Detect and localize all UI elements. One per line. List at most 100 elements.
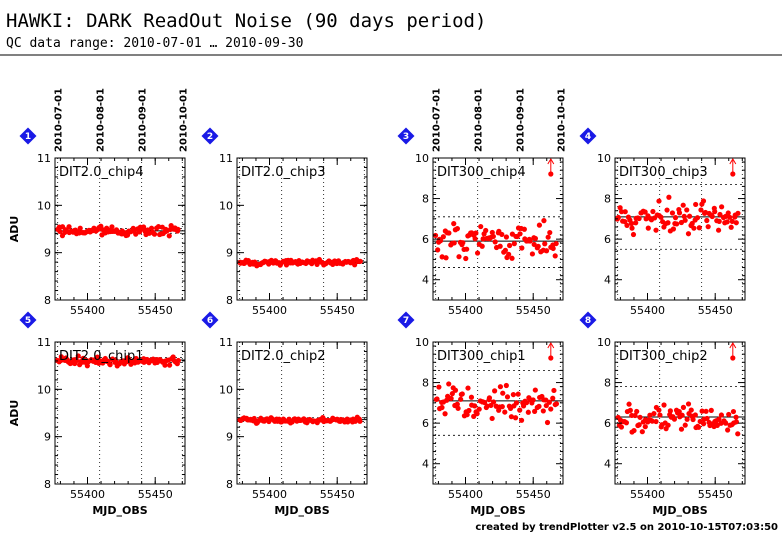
y-tick-label: 10: [415, 336, 429, 349]
data-point: [690, 416, 696, 423]
outlier-arrowhead: [547, 342, 555, 349]
data-point: [439, 404, 445, 411]
data-point: [550, 245, 556, 252]
date-label: 2010-10-01: [556, 88, 567, 152]
data-point: [679, 412, 685, 418]
panel-label: DIT2.0_chip3: [241, 165, 325, 180]
data-point: [283, 262, 290, 268]
plot-frame: [614, 157, 746, 301]
data-point: [517, 407, 523, 413]
data-point: [464, 246, 470, 252]
data-point: [684, 416, 690, 422]
plot-frame: [432, 157, 564, 301]
data-point: [544, 419, 551, 426]
outlier-arrowhead: [729, 342, 737, 349]
panel-label: DIT300_chip4: [437, 165, 526, 180]
data-point: [151, 231, 158, 237]
data-point: [502, 247, 508, 253]
panel-number-badge: [579, 127, 597, 145]
panel-number: 1: [25, 132, 31, 142]
data-point: [715, 227, 722, 233]
y-tick-label: 6: [422, 233, 429, 246]
data-point: [536, 222, 543, 228]
data-point: [705, 224, 711, 230]
data-point: [680, 404, 687, 410]
panel-number-badge: [579, 311, 597, 329]
data-point: [651, 410, 657, 417]
x-tick-label: 55400: [70, 304, 105, 317]
data-point: [678, 426, 685, 432]
footer-credit: created by trendPlotter v2.5 on 2010-10-…: [475, 522, 778, 533]
data-point: [500, 390, 506, 396]
y-axis-label: ADU: [8, 216, 21, 243]
data-point: [694, 215, 701, 221]
data-point: [460, 240, 466, 246]
data-point: [541, 218, 547, 224]
data-point: [622, 209, 628, 215]
plot-frame: [54, 157, 186, 301]
data-point: [631, 427, 637, 434]
data-point: [451, 221, 457, 227]
data-point: [633, 220, 639, 226]
data-point: [681, 213, 687, 219]
plot-frame: [432, 341, 564, 485]
data-point: [689, 220, 695, 227]
plot-frame: [236, 341, 368, 485]
data-point: [618, 209, 625, 215]
data-point: [474, 250, 481, 256]
x-tick-label: 55450: [698, 304, 733, 317]
data-point: [686, 213, 693, 219]
data-point: [642, 209, 648, 215]
data-point: [489, 415, 495, 422]
data-point: [716, 416, 722, 422]
panel-label: DIT2.0_chip1: [59, 349, 143, 364]
data-point: [502, 409, 508, 415]
data-point: [446, 381, 452, 387]
data-point: [463, 255, 469, 262]
data-point: [639, 429, 645, 435]
data-point: [503, 234, 510, 240]
data-point: [497, 243, 503, 249]
data-point: [57, 228, 63, 234]
data-point: [521, 226, 527, 232]
data-point: [649, 418, 655, 424]
data-point: [617, 205, 623, 211]
data-point: [680, 202, 686, 208]
panel-label: DIT300_chip2: [619, 349, 708, 364]
y-tick-label: 6: [422, 417, 429, 430]
date-label: 2010-07-01: [54, 88, 65, 152]
data-point: [725, 427, 731, 433]
data-point: [670, 226, 677, 232]
panel-number: 6: [207, 316, 213, 326]
date-label: 2010-09-01: [516, 88, 527, 152]
data-point: [674, 221, 680, 227]
data-point: [513, 400, 520, 406]
date-label: 2010-07-01: [432, 88, 443, 152]
y-tick-label: 11: [37, 336, 51, 349]
data-point: [645, 225, 651, 231]
x-tick-label: 55450: [698, 488, 733, 501]
data-point: [712, 209, 718, 215]
y-tick-label: 8: [604, 377, 611, 390]
data-point: [84, 363, 90, 369]
data-point: [684, 207, 690, 213]
data-point: [446, 230, 452, 236]
y-tick-label: 9: [226, 247, 233, 260]
panel-number: 4: [585, 132, 591, 142]
data-point: [451, 240, 457, 246]
data-point: [435, 247, 441, 253]
data-point: [459, 391, 465, 397]
data-point: [497, 384, 504, 390]
page-subtitle: QC data range: 2010-07-01 … 2010-09-30: [6, 36, 303, 51]
data-point: [666, 194, 672, 200]
data-point: [728, 224, 734, 230]
data-point: [510, 391, 516, 398]
data-point: [658, 214, 664, 220]
data-point: [480, 236, 486, 242]
data-point: [443, 255, 449, 261]
data-point: [530, 397, 536, 403]
data-point: [709, 213, 715, 220]
panel-label: DIT300_chip3: [619, 165, 708, 180]
data-point: [543, 248, 550, 254]
data-point: [175, 226, 181, 232]
